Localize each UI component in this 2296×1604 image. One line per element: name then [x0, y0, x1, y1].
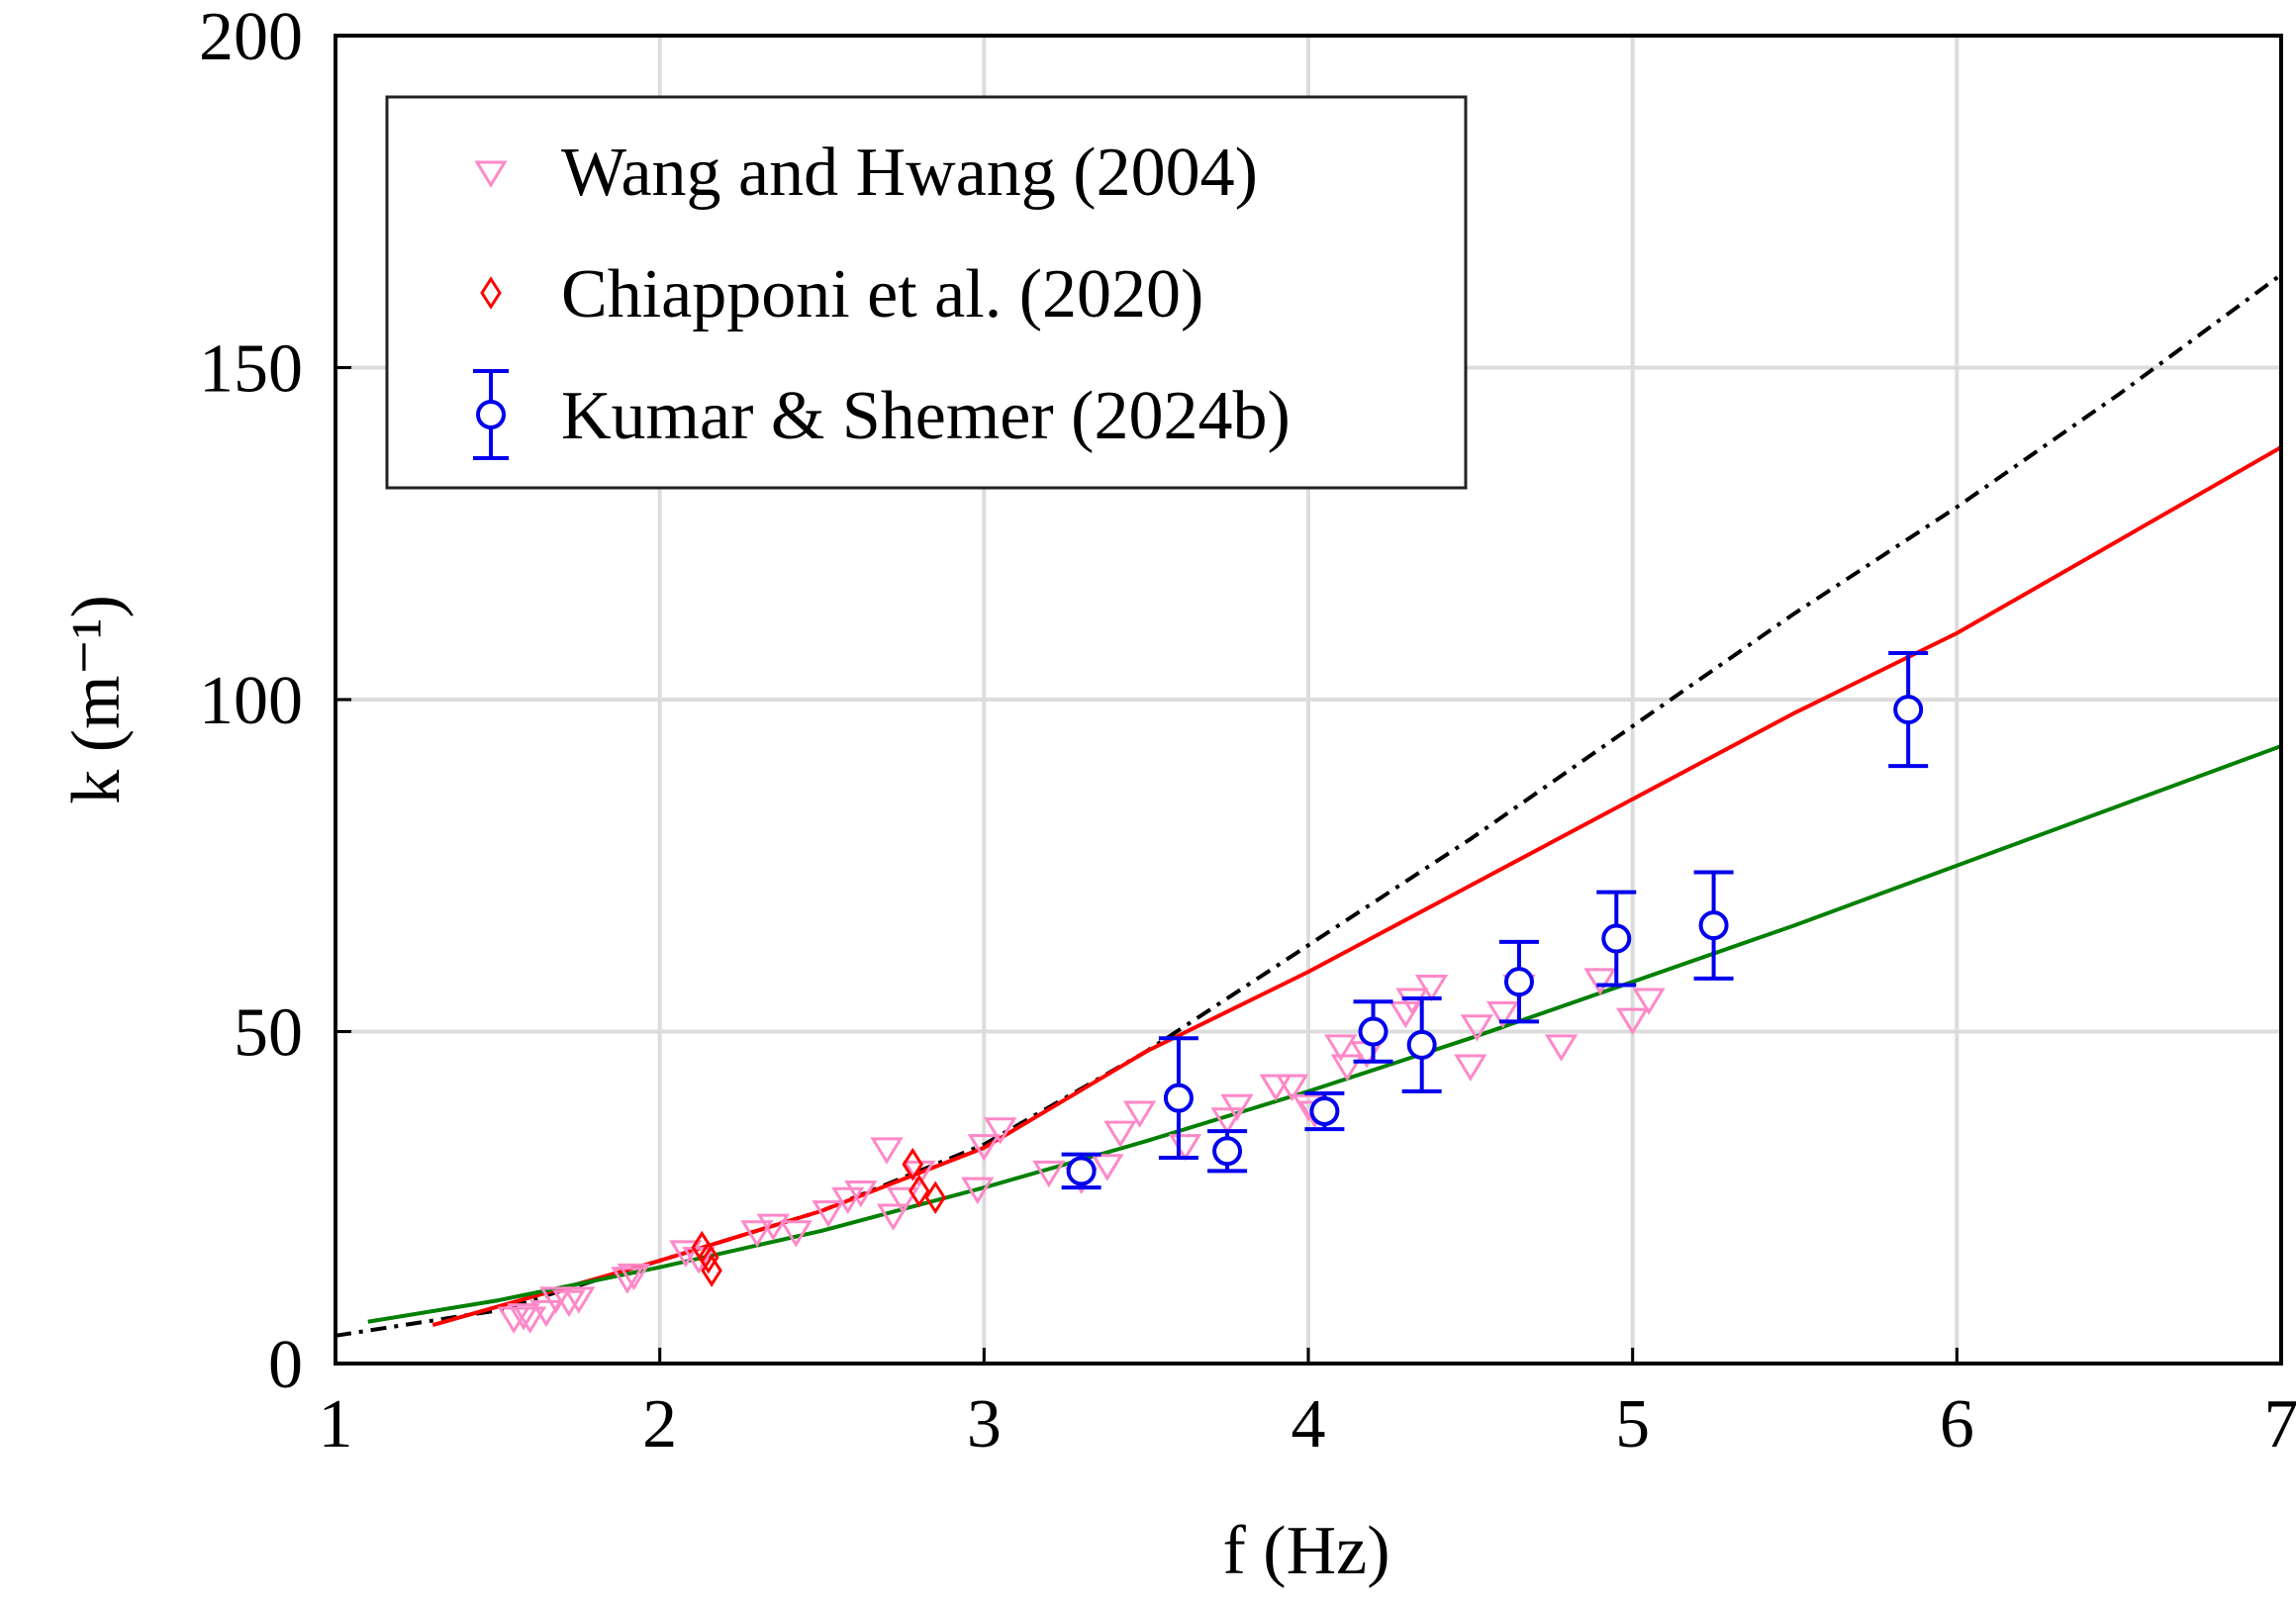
marker	[539, 1286, 573, 1314]
marker	[1503, 967, 1534, 997]
marker	[1616, 1007, 1650, 1035]
curve	[431, 445, 2282, 1328]
marker	[1168, 1134, 1202, 1162]
marker	[682, 1247, 716, 1274]
marker	[562, 1286, 596, 1314]
marker	[1583, 968, 1617, 995]
marker	[1406, 1029, 1437, 1060]
marker	[617, 1263, 651, 1291]
curve	[367, 744, 2282, 1324]
y-axis-label: k (m⁻¹)	[58, 595, 135, 804]
marker	[844, 1180, 878, 1208]
legend-marker	[476, 400, 506, 429]
marker	[1210, 1107, 1244, 1135]
marker	[1032, 1160, 1066, 1188]
x-tick-label: 2	[642, 1386, 677, 1462]
legend: Wang and Hwang (2004) Chiapponi et al. (2…	[385, 95, 1468, 490]
marker	[779, 1220, 813, 1248]
plot-frame	[334, 34, 2283, 1366]
marker	[1414, 975, 1449, 1002]
marker	[812, 1200, 845, 1228]
marker	[1330, 1054, 1364, 1082]
marker	[669, 1240, 703, 1268]
marker	[552, 1289, 586, 1318]
marker	[967, 1134, 1001, 1162]
x-tick-label: 4	[1292, 1386, 1326, 1462]
legend-box	[385, 95, 1468, 490]
marker	[1358, 1016, 1388, 1047]
marker	[1066, 1156, 1097, 1186]
marker	[876, 1203, 910, 1231]
marker	[1601, 923, 1632, 954]
marker	[497, 1306, 530, 1334]
marker	[1395, 988, 1429, 1015]
marker	[529, 1299, 563, 1328]
marker	[909, 1174, 930, 1208]
marker	[1122, 1100, 1157, 1128]
legend-label: Chiapponi et al. (2020)	[561, 256, 1203, 332]
legend-label: Wang and Hwang (2004)	[561, 135, 1258, 211]
marker	[924, 1180, 946, 1215]
marker	[1163, 1083, 1194, 1113]
marker	[701, 1254, 722, 1287]
marker	[1259, 1074, 1292, 1102]
marker	[513, 1306, 547, 1334]
marker	[1485, 1000, 1520, 1029]
x-tick-label: 6	[1940, 1386, 1974, 1462]
legend-marker	[474, 160, 508, 188]
marker	[1324, 1034, 1358, 1062]
marker	[831, 1186, 865, 1215]
marker	[886, 1186, 920, 1215]
marker	[870, 1137, 904, 1165]
marker	[1698, 910, 1729, 941]
marker	[1091, 1154, 1124, 1181]
x-tick-label: 1	[319, 1386, 353, 1462]
marker	[1632, 988, 1666, 1015]
marker	[1460, 1014, 1494, 1042]
y-tick-label: 50	[234, 995, 303, 1072]
marker	[902, 1147, 924, 1181]
marker	[756, 1213, 791, 1241]
marker	[1309, 1096, 1340, 1127]
marker	[1454, 1054, 1487, 1082]
marker	[611, 1267, 644, 1294]
marker	[1893, 695, 1924, 725]
x-tick-label: 5	[1615, 1386, 1650, 1462]
marker	[698, 1240, 719, 1274]
y-tick-label: 100	[199, 663, 303, 739]
x-tick-label: 3	[967, 1386, 1002, 1462]
y-tick-label: 0	[268, 1327, 303, 1403]
marker	[984, 1117, 1017, 1145]
y-tick-label: 150	[199, 331, 303, 408]
marker	[1544, 1034, 1578, 1062]
marker	[507, 1303, 540, 1331]
marker	[961, 1177, 995, 1205]
legend-label: Kumar & Shemer (2024b)	[561, 378, 1291, 454]
marker	[1212, 1136, 1243, 1167]
marker	[1103, 1120, 1137, 1149]
marker	[1275, 1074, 1309, 1102]
legend-marker	[480, 276, 502, 310]
y-tick-label: 200	[199, 0, 303, 75]
x-axis-label: f (Hz)	[1222, 1513, 1389, 1589]
marker	[1220, 1093, 1254, 1122]
marker	[740, 1220, 774, 1248]
x-tick-label: 7	[2264, 1386, 2296, 1462]
